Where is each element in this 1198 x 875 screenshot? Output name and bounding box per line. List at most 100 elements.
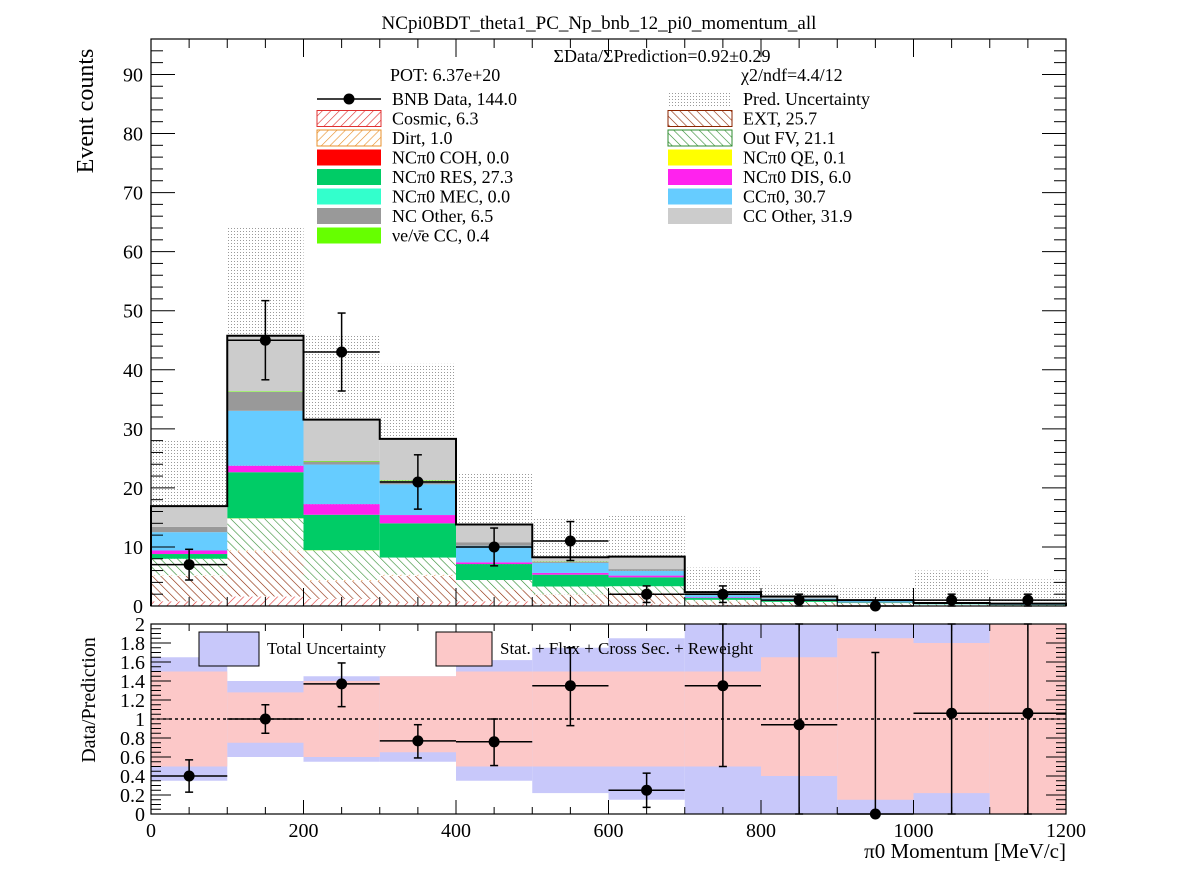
ratio-ytick-label-8: 1.6 [120, 652, 145, 674]
stack-bar-7-5 [532, 572, 609, 575]
legend-label-l0: BNB Data, 144.0 [392, 89, 517, 109]
stack-bar-6-2 [303, 514, 380, 551]
ratio-ytick-label-9: 1.8 [120, 633, 145, 655]
legend-swatch-l3 [317, 149, 381, 166]
ratio-legend-swatch-stat [435, 631, 493, 667]
stack-bar-10-6 [608, 569, 685, 571]
ratio-ytick-label-2: 0.4 [120, 766, 145, 788]
ratio-ytick-label-0: 0 [135, 804, 145, 826]
ratio-ytick-label-3: 0.6 [120, 747, 145, 769]
stack-bar-2-1 [227, 550, 304, 552]
ratio-point-2 [336, 678, 348, 690]
legend-label-l1: Cosmic, 6.3 [392, 109, 479, 129]
main-y-axis-label: Event counts [73, 49, 99, 174]
main-ytick-label-30: 30 [123, 419, 143, 441]
legend-marker-l0 [343, 93, 355, 105]
legend-label-r2: Out FV, 21.1 [743, 128, 836, 148]
stack-bar-1-4 [456, 590, 533, 602]
stack-bar-3-2 [303, 550, 380, 581]
ratio-y-axis-label: Data/Prediction [78, 637, 100, 763]
data-point-1 [259, 334, 271, 346]
legend-label-l4: NCπ0 RES, 27.3 [392, 167, 513, 187]
stack-bar-2-4 [456, 589, 533, 591]
x-tick-label-200: 200 [289, 820, 319, 842]
data-point-3 [412, 476, 424, 488]
ratio-annotation: ΣData/ΣPrediction=0.92±0.29 [554, 46, 771, 66]
stack-bar-6-5 [532, 574, 609, 587]
stack-bar-12-6 [608, 556, 685, 570]
stack-bar-11-2 [303, 461, 380, 462]
legend-label-l2: Dirt, 1.0 [392, 128, 453, 148]
legend-swatch-r0 [668, 91, 732, 107]
ratio-legend: Total Uncertainty Stat. + Flux + Cross Se… [198, 631, 753, 667]
x-tick-label-400: 400 [441, 820, 471, 842]
data-point-6 [641, 588, 653, 600]
pot-annotation: POT: 6.37e+20 [390, 65, 500, 85]
stack-bar-1-1 [227, 551, 304, 597]
ratio-point-6 [641, 784, 653, 796]
legend-swatch-r6 [668, 208, 732, 224]
data-point-4 [488, 541, 500, 553]
ratio-point-0 [183, 770, 195, 782]
ratio-panel: 00.20.40.60.811.21.41.61.82 0 200 400 600 800… [120, 614, 1086, 842]
legend-label-l5: NCπ0 MEC, 0.0 [392, 187, 510, 207]
stack-bar-7-3 [379, 515, 456, 524]
legend-swatch-l5 [317, 188, 381, 205]
main-ytick-label-50: 50 [123, 301, 143, 323]
legend-label-l7: νe/ν̄e CC, 0.4 [392, 226, 489, 246]
ratio-point-1 [259, 713, 271, 725]
stack-bar-12-0 [151, 506, 228, 527]
stack-bar-3-4 [456, 580, 533, 590]
legend-label-r0: Pred. Uncertainty [743, 89, 870, 109]
stack-bar-10-5 [532, 561, 609, 563]
stack-bar-9-0 [151, 532, 228, 551]
stack-bar-10-2 [303, 461, 380, 465]
stack-bar-10-0 [151, 526, 228, 533]
data-point-5 [564, 535, 576, 547]
ratio-ytick-label-1: 0.2 [120, 785, 145, 807]
ratio-point-3 [412, 735, 424, 747]
legend-swatch-l7 [317, 227, 381, 244]
stack-bar-2-2 [303, 580, 380, 582]
main-ytick-label-60: 60 [123, 242, 143, 264]
main-ytick-label-40: 40 [123, 360, 143, 382]
stack-bar-3-5 [532, 586, 609, 595]
legend-label-l6: NC Other, 6.5 [392, 206, 493, 226]
x-tick-label-600: 600 [594, 820, 624, 842]
main-ytick-label-70: 70 [123, 183, 143, 205]
stack-bar-7-6 [608, 575, 685, 578]
stack-bar-7-1 [227, 465, 304, 473]
stack-bar-9-5 [532, 562, 609, 573]
x-axis-label: π0 Momentum [MeV/c] [864, 839, 1066, 863]
stack-bar-7-2 [303, 504, 380, 515]
stack-bar-6-3 [379, 523, 456, 558]
main-ytick-label-0: 0 [133, 596, 143, 618]
ratio-ytick-label-4: 0.8 [120, 728, 145, 750]
stack-bar-9-2 [303, 464, 380, 505]
data-point-0 [183, 559, 195, 571]
ratio-legend-label-stat: Stat. + Flux + Cross Sec. + Reweight [500, 639, 753, 658]
stack-bar-9-6 [608, 570, 685, 576]
stack-bar-6-4 [456, 564, 533, 581]
main-ytick-label-90: 90 [123, 64, 143, 86]
x-tick-label-0: 0 [146, 820, 156, 842]
legend-label-r4: NCπ0 DIS, 6.0 [743, 167, 851, 187]
x-tick-label-1000: 1000 [894, 820, 934, 842]
legend-swatch-r4 [668, 169, 732, 185]
legend-label-r3: NCπ0 QE, 0.1 [743, 148, 846, 168]
ratio-legend-swatch-total [198, 631, 260, 667]
ratio-point-4 [488, 736, 500, 748]
ratio-legend-label-total: Total Uncertainty [267, 639, 387, 658]
legend-label-r6: CC Other, 31.9 [743, 206, 852, 226]
ratio-ytick-label-6: 1.2 [120, 690, 145, 712]
chi2-annotation: χ2/ndf=4.4/12 [740, 65, 843, 85]
legend-label-r5: CCπ0, 30.7 [743, 187, 826, 207]
main-ytick-label-10: 10 [123, 537, 143, 559]
ratio-point-8 [793, 719, 805, 731]
legend-swatch-l4 [317, 169, 381, 185]
legend-swatch-r1 [667, 110, 733, 127]
stack-bar-6-6 [608, 577, 685, 587]
legend-label-l3: NCπ0 COH, 0.0 [392, 148, 509, 168]
